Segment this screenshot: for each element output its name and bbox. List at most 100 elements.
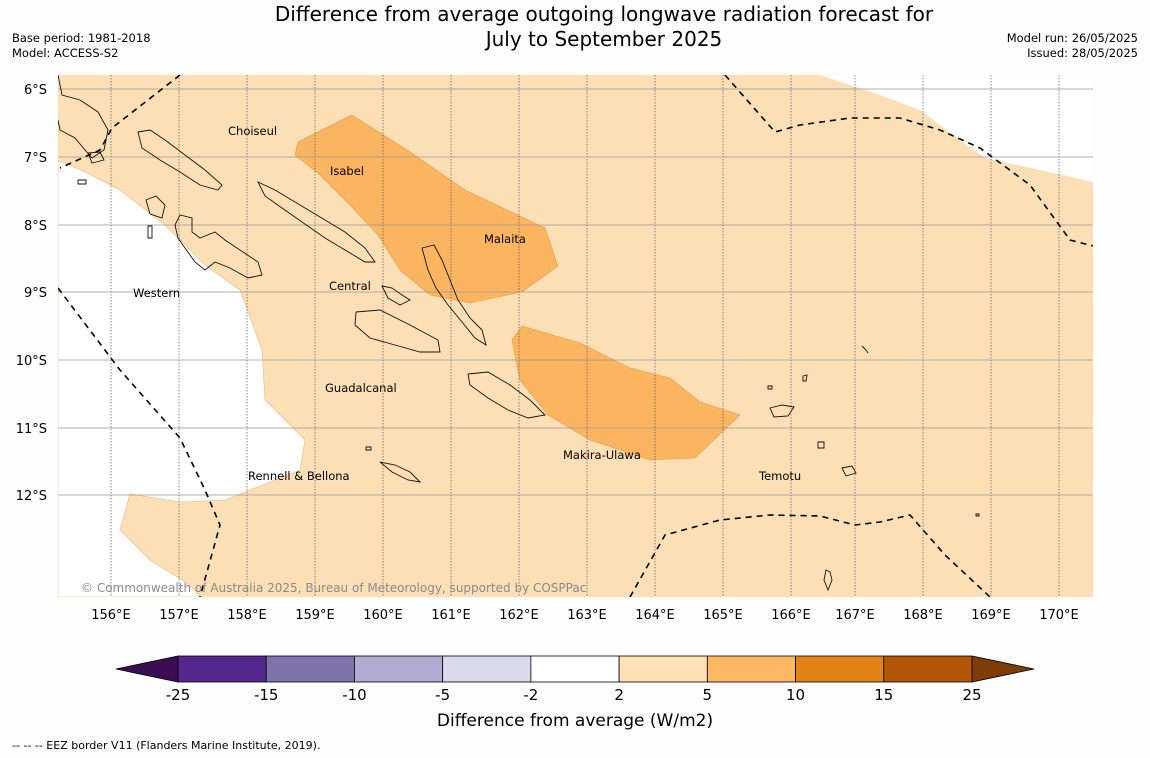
colorbar-segment (354, 655, 444, 683)
colorbar-tick-label: 5 (703, 686, 713, 704)
model-run: Model run: 26/05/2025 (1006, 31, 1138, 45)
island-malaita (421, 244, 487, 346)
anomaly-area-5-to-10-south (511, 325, 741, 461)
colorbar-extend-max (971, 655, 1035, 683)
island-rennell (379, 461, 422, 483)
eez-border-northeast (724, 75, 1093, 247)
colorbar-segment (706, 655, 796, 683)
colorbar-tick-label: -5 (435, 686, 450, 704)
island-ontong (861, 345, 869, 354)
lon-label: 165°E (703, 608, 743, 623)
eez-border-west (59, 75, 181, 169)
lat-label: 10°S (16, 354, 47, 369)
colorbar-segment (530, 655, 620, 683)
label-central: Central (329, 279, 371, 293)
base-info: Base period: 1981-2018 Model: ACCESS-S2 (12, 31, 151, 61)
lon-label: 166°E (771, 608, 811, 623)
island-vanikoro (841, 465, 857, 477)
label-malaita: Malaita (484, 232, 526, 246)
island-vella-lavella (145, 195, 166, 219)
colorbar-tick-label: -10 (342, 686, 367, 704)
issued-date: Issued: 28/05/2025 (1027, 46, 1138, 60)
label-temotu: Temotu (758, 469, 801, 483)
model-name: Model: ACCESS-S2 (12, 46, 119, 60)
label-isabel: Isabel (330, 164, 364, 178)
island-florida (381, 285, 411, 306)
lat-label: 11°S (16, 422, 47, 437)
lon-label: 169°E (971, 608, 1011, 623)
colorbar-label: Difference from average (W/m2) (437, 711, 713, 731)
island-bellona (365, 446, 372, 451)
colorbar-tick-label: -25 (166, 686, 191, 704)
base-period: Base period: 1981-2018 (12, 31, 151, 45)
label-makira-ulawa: Makira-Ulawa (563, 448, 641, 462)
island-duff (802, 374, 808, 382)
copyright-note: © Commonwealth of Australia 2025, Bureau… (81, 581, 586, 595)
lon-label: 163°E (567, 608, 607, 623)
anomaly-area-5-to-10-north (294, 114, 559, 304)
colorbar-segment (265, 655, 355, 683)
lon-label: 162°E (499, 608, 539, 623)
island-small-2 (975, 513, 980, 517)
colorbar-tick-label: -15 (254, 686, 279, 704)
island-utupua (817, 441, 825, 449)
lon-label: 156°E (91, 608, 131, 623)
island-makira (467, 371, 546, 419)
no-change-area-west (58, 159, 306, 597)
island-small-4 (77, 179, 87, 185)
lon-label: 164°E (635, 608, 675, 623)
island-small-1 (767, 385, 773, 390)
colorbar-tick-label: -2 (523, 686, 538, 704)
label-guadalcanal: Guadalcanal (325, 381, 397, 395)
colorbar-segment (442, 655, 532, 683)
lat-label: 8°S (24, 219, 47, 234)
island-small-3 (147, 225, 153, 239)
label-choiseul: Choiseul (228, 124, 277, 138)
lon-label: 167°E (835, 608, 875, 623)
island-choiseul (137, 129, 223, 191)
chart-title: Difference from average outgoing longwav… (0, 2, 1150, 52)
coastlines (58, 75, 980, 592)
colorbar-tick-label: 10 (786, 686, 805, 704)
lat-label: 12°S (16, 489, 47, 504)
lat-label: 9°S (24, 286, 47, 301)
colorbar-segment (618, 655, 708, 683)
lon-label: 159°E (295, 608, 335, 623)
colorbar-segment (795, 655, 885, 683)
colorbar-segment (883, 655, 973, 683)
colorbar-tick-label: 25 (962, 686, 981, 704)
island-new-georgia (174, 214, 263, 279)
lon-label: 157°E (159, 608, 199, 623)
label-rennell-bellona: Rennell & Bellona (248, 469, 350, 483)
no-change-area-ne (820, 75, 1093, 182)
island-bougainville (58, 75, 109, 159)
colorbar-tick-label: 15 (874, 686, 893, 704)
island-isabel (257, 181, 376, 263)
colorbar-segment (177, 655, 267, 683)
lon-label: 170°E (1039, 608, 1079, 623)
colorbar: -25 -15 -10 -5 -2 2 5 10 15 25 (115, 655, 1035, 704)
title-line-2: July to September 2025 (485, 27, 723, 51)
lon-gridlines (110, 75, 1060, 597)
label-western: Western (133, 286, 180, 300)
eez-legend-note: -- -- -- EEZ border V11 (Flanders Marine… (12, 739, 321, 752)
eez-border-south (629, 514, 991, 597)
run-info: Model run: 26/05/2025 Issued: 28/05/2025 (1007, 31, 1138, 61)
lat-label: 7°S (24, 151, 47, 166)
lon-label: 160°E (363, 608, 403, 623)
lon-label: 161°E (431, 608, 471, 623)
lon-label: 168°E (903, 608, 943, 623)
lat-label: 6°S (24, 83, 47, 98)
island-anuta (823, 569, 833, 592)
eez-border-southwest (58, 287, 221, 597)
lat-labels: 6°S 7°S 8°S 9°S 10°S 11°S 12°S (16, 83, 47, 504)
lat-gridlines (58, 88, 1093, 496)
colorbar-tick-label: 2 (614, 686, 624, 704)
eez-borders (58, 75, 1093, 597)
colorbar-extend-min (115, 655, 179, 683)
title-line-1: Difference from average outgoing longwav… (274, 2, 934, 26)
island-santa-cruz (769, 404, 795, 418)
lon-label: 158°E (227, 608, 267, 623)
lon-labels: 156°E 157°E 158°E 159°E 160°E 161°E 162°… (91, 608, 1079, 623)
